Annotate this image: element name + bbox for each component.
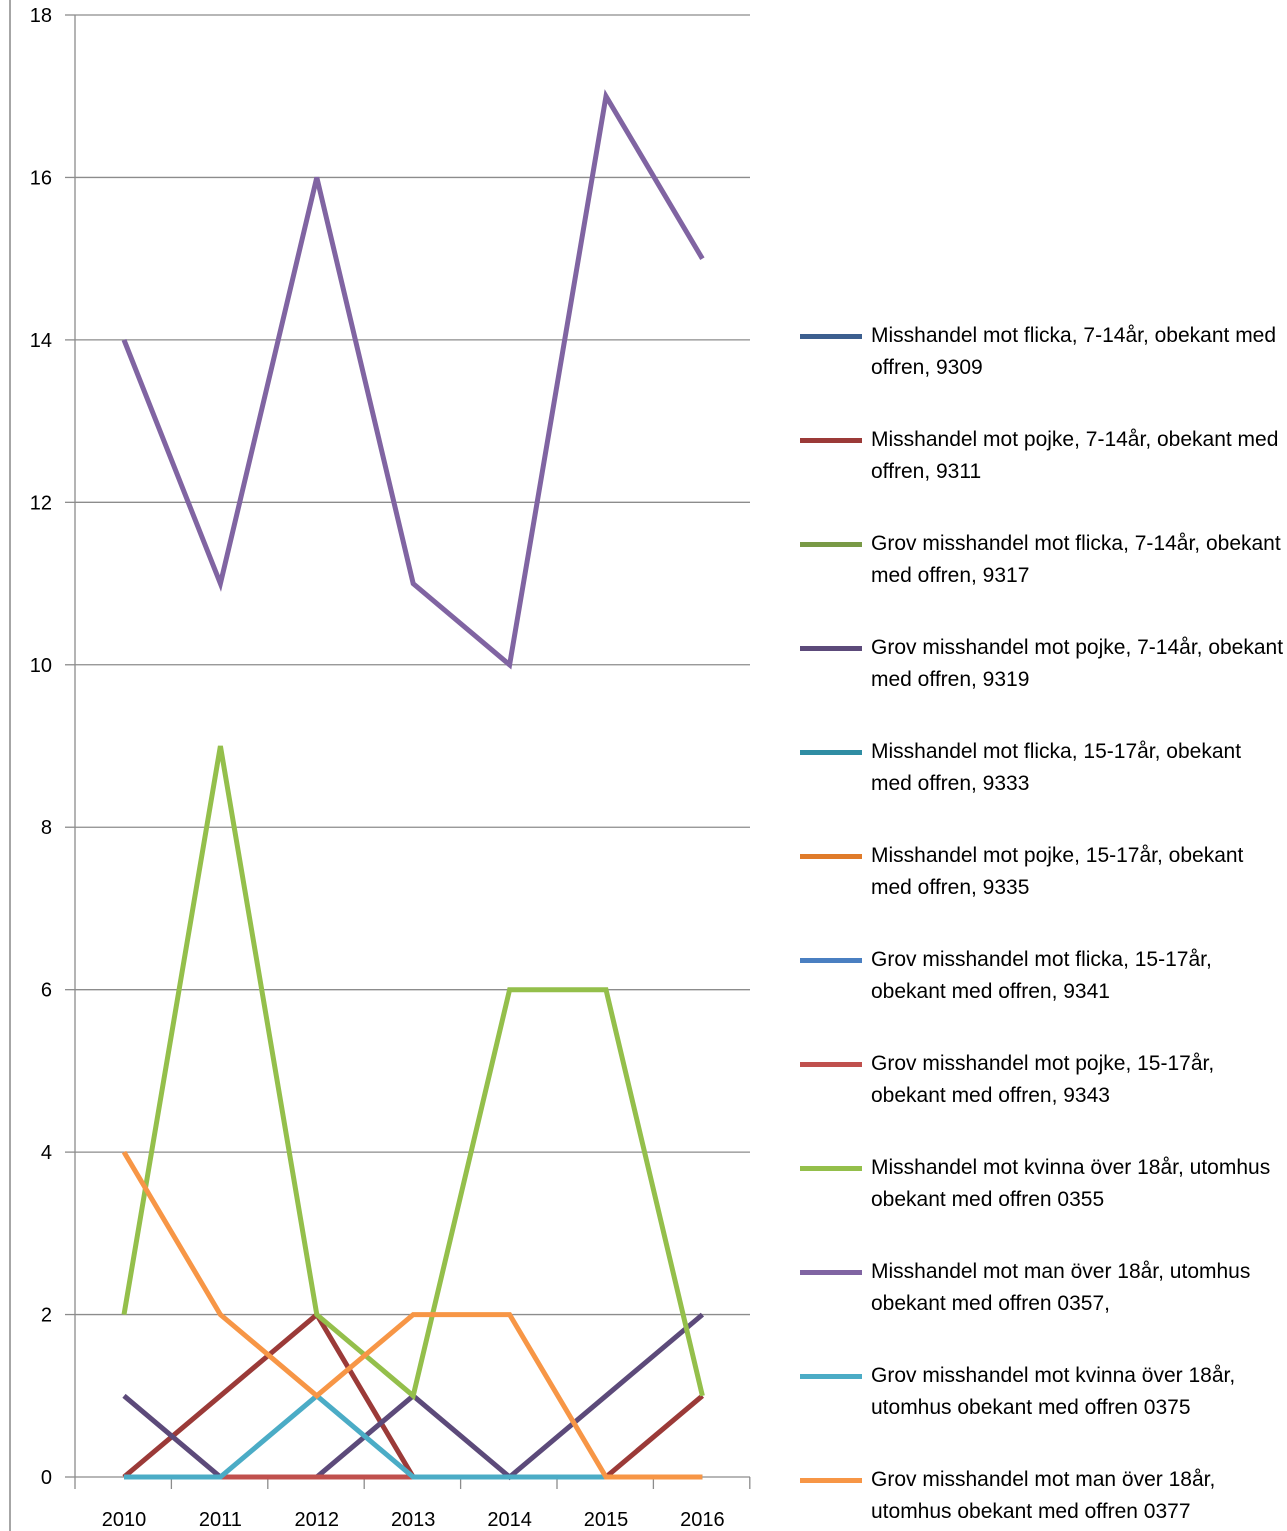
y-tick-label: 0 — [41, 1467, 52, 1489]
legend-swatch — [800, 646, 862, 651]
legend-label: Grov misshandel mot flicka, 7-14år, obek… — [871, 532, 1281, 587]
y-tick-label: 8 — [41, 817, 52, 839]
y-tick-label: 16 — [30, 167, 52, 189]
legend-label: Grov misshandel mot kvinna över 18år, ut… — [871, 1364, 1236, 1419]
x-tick-label: 2015 — [584, 1509, 629, 1531]
legend-label: Misshandel mot kvinna över 18år, utomhus… — [871, 1156, 1271, 1211]
legend-label: Grov misshandel mot man över 18år, utomh… — [871, 1468, 1216, 1523]
legend-swatch — [800, 1062, 862, 1067]
legend-label: Grov misshandel mot pojke, 7-14år, obeka… — [871, 636, 1284, 691]
legend-label: Misshandel mot flicka, 7-14år, obekant m… — [871, 324, 1277, 379]
x-tick-label: 2014 — [487, 1509, 532, 1531]
legend-swatch — [800, 1166, 862, 1171]
line-chart: 0 2 4 6 8 10 12 14 16 18 2010 2011 2012 2013 2014 2015… — [9, 0, 751, 1531]
legend-label: Misshandel mot pojke, 15-17år, obekant m… — [871, 844, 1244, 899]
legend-swatch — [800, 1478, 862, 1483]
y-tick-label: 12 — [30, 492, 52, 514]
x-tick-label: 2013 — [391, 1509, 436, 1531]
legend-label: Grov misshandel mot pojke, 15-17år, obek… — [871, 1052, 1215, 1107]
legend-swatch — [800, 854, 862, 859]
y-tick-label: 6 — [41, 980, 52, 1002]
legend-label: Misshandel mot pojke, 7-14år, obekant me… — [871, 428, 1279, 483]
series-line-11 — [121, 1150, 703, 1480]
legend-swatch — [800, 1270, 862, 1275]
legend-swatch — [800, 334, 862, 339]
y-tick-label: 14 — [30, 330, 52, 352]
x-tick-label: 2016 — [680, 1509, 725, 1531]
x-tick-label: 2010 — [102, 1509, 147, 1531]
x-tick-label: 2011 — [199, 1509, 242, 1531]
series-line-10 — [124, 1392, 703, 1480]
legend-swatch — [800, 1374, 862, 1379]
y-tick-label: 4 — [41, 1142, 52, 1164]
y-tick-label: 2 — [41, 1305, 52, 1327]
x-tick-labels: 2010 2011 2012 2013 2014 2015 2016 — [102, 1509, 725, 1531]
y-tick-labels: 0 2 4 6 8 10 12 14 16 18 — [30, 5, 52, 1489]
y-tick-label: 10 — [30, 655, 52, 677]
series-line-8 — [121, 745, 705, 1401]
gridlines — [65, 14, 751, 1489]
legend-label: Misshandel mot man över 18år, utomhus ob… — [871, 1260, 1251, 1315]
legend-label: Grov misshandel mot flicka, 15-17år, obe… — [871, 948, 1212, 1003]
series-lines — [121, 89, 705, 1481]
legend-swatch — [800, 438, 862, 443]
legend-swatch — [800, 542, 862, 547]
legend-swatch — [800, 958, 862, 963]
legend: Misshandel mot flicka, 7-14år, obekant m… — [800, 0, 1287, 1531]
legend-label: Misshandel mot flicka, 15-17år, obekant … — [871, 740, 1242, 795]
series-line-9 — [121, 89, 705, 670]
legend-swatch — [800, 750, 862, 755]
x-tick-label: 2012 — [295, 1509, 340, 1531]
y-tick-label: 18 — [30, 5, 52, 27]
